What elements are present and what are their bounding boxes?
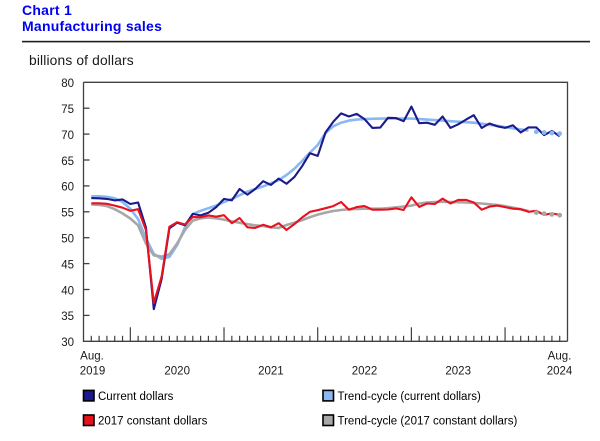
svg-text:70: 70	[61, 130, 74, 142]
svg-text:2020: 2020	[164, 366, 190, 378]
svg-text:2024: 2024	[547, 366, 573, 378]
svg-text:35: 35	[61, 311, 74, 323]
svg-text:Current dollars: Current dollars	[98, 391, 174, 403]
svg-text:40: 40	[61, 285, 74, 297]
svg-text:75: 75	[61, 104, 74, 116]
svg-text:2021: 2021	[258, 366, 284, 378]
svg-text:Aug.: Aug.	[548, 351, 572, 363]
svg-text:Chart 1: Chart 1	[22, 2, 72, 18]
svg-text:45: 45	[61, 259, 74, 271]
svg-text:Manufacturing sales: Manufacturing sales	[22, 18, 162, 34]
svg-text:Aug.: Aug.	[80, 351, 104, 363]
svg-text:billions of dollars: billions of dollars	[29, 53, 134, 68]
svg-text:2017 constant dollars: 2017 constant dollars	[98, 416, 208, 428]
svg-text:60: 60	[61, 182, 74, 194]
svg-text:30: 30	[61, 337, 74, 349]
svg-text:55: 55	[61, 208, 74, 220]
svg-text:80: 80	[61, 78, 74, 90]
svg-text:2019: 2019	[80, 366, 106, 378]
svg-text:Trend-cycle (2017 constant dol: Trend-cycle (2017 constant dollars)	[338, 416, 518, 428]
svg-text:Trend-cycle (current dollars): Trend-cycle (current dollars)	[338, 391, 482, 403]
svg-text:2022: 2022	[352, 366, 378, 378]
svg-text:50: 50	[61, 234, 74, 246]
svg-text:65: 65	[61, 156, 74, 168]
svg-text:2023: 2023	[445, 366, 471, 378]
